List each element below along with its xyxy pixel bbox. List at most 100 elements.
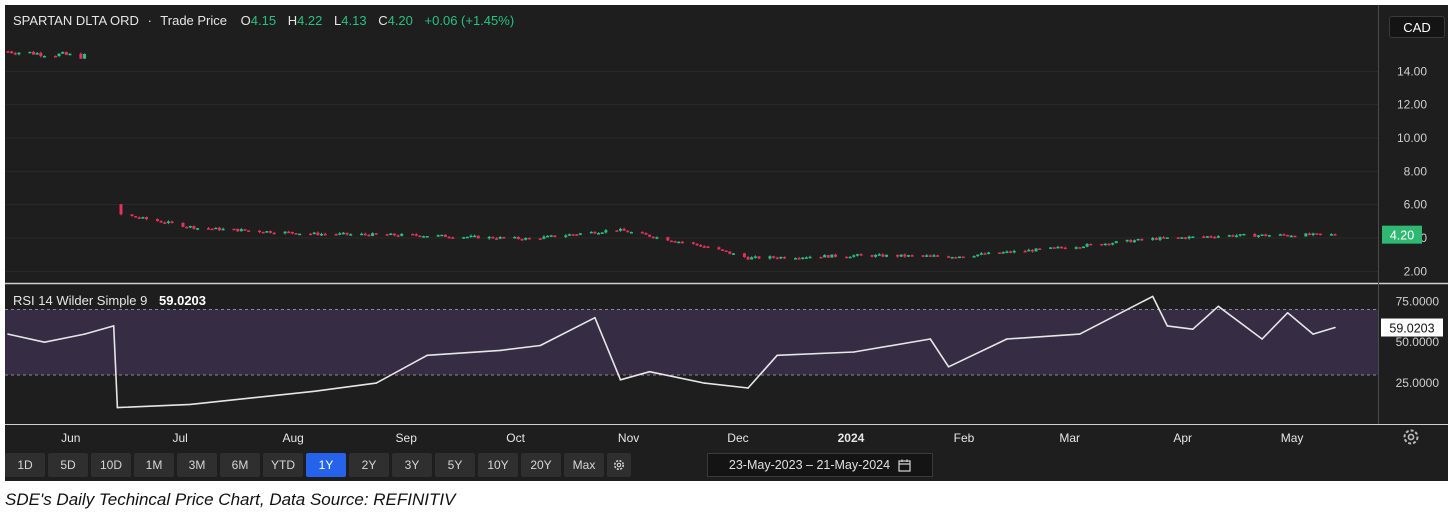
rsi-point-17	[852, 351, 855, 353]
candle-139	[750, 257, 754, 260]
rsi-point-27	[1286, 312, 1289, 314]
date-range-text: 23-May-2023 – 21-May-2024	[728, 458, 891, 472]
range-button-ytd[interactable]: YTD	[263, 453, 303, 477]
candle-14	[79, 53, 83, 59]
candle-159	[852, 255, 856, 257]
candle-171	[910, 255, 914, 257]
candle-160	[855, 254, 859, 256]
candle-43	[261, 231, 265, 234]
close-value: 4.20	[388, 13, 413, 28]
range-button-20y[interactable]: 20Y	[521, 453, 561, 477]
candle-68	[389, 233, 393, 236]
currency-selector[interactable]: CAD	[1389, 16, 1445, 38]
candle-129	[699, 245, 703, 247]
candle-244	[1286, 234, 1290, 237]
candle-184	[979, 253, 983, 255]
candle-144	[775, 257, 779, 260]
candle-211	[1114, 241, 1118, 244]
candle-235	[1238, 234, 1242, 236]
candle-126	[680, 241, 684, 244]
candle-72	[411, 233, 415, 236]
candle-197	[1049, 247, 1053, 249]
price-header: SPARTAN DLTA ORD · Trade Price O4.15 H4.…	[13, 13, 514, 28]
range-settings-gear-icon[interactable]	[607, 453, 631, 477]
range-button-10d[interactable]: 10D	[91, 453, 131, 477]
candle-233	[1231, 235, 1235, 237]
rsi-point-3	[112, 325, 115, 327]
candle-207	[1100, 243, 1104, 246]
candle-161	[859, 254, 863, 256]
range-button-max[interactable]: Max	[564, 453, 604, 477]
range-selector: 1D 5D 10D 1M 3M 6M YTD 1Y 2Y 3Y 5Y 10Y 20Y Max	[5, 453, 631, 477]
candle-132	[717, 247, 721, 250]
candle-179	[954, 257, 958, 259]
candle-209	[1107, 243, 1111, 246]
low-label: L	[334, 13, 341, 28]
candle-109	[597, 233, 601, 235]
candle-198	[1052, 247, 1056, 249]
candle-71	[400, 233, 404, 236]
date-range-picker[interactable]: 23-May-2023 – 21-May-2024	[707, 453, 933, 477]
candle-64	[367, 234, 371, 237]
candle-164	[877, 254, 881, 256]
candle-85	[473, 235, 477, 238]
range-button-5d[interactable]: 5D	[48, 453, 88, 477]
candle-120	[651, 236, 655, 239]
candle-204	[1081, 246, 1085, 249]
candle-172	[921, 255, 925, 257]
candle-53	[312, 232, 316, 235]
candle-32	[207, 228, 211, 230]
range-button-3m[interactable]: 3M	[177, 453, 217, 477]
range-button-1m[interactable]: 1M	[134, 453, 174, 477]
candle-56	[323, 233, 327, 236]
candle-84	[469, 235, 473, 238]
candle-122	[666, 237, 670, 241]
candle-175	[932, 255, 936, 257]
candle-234	[1235, 235, 1239, 238]
candle-125	[677, 241, 681, 244]
candle-152	[819, 256, 823, 259]
settings-gear-icon[interactable]	[1403, 429, 1419, 445]
header-separator: ·	[148, 13, 152, 28]
candle-102	[564, 235, 568, 237]
range-button-1y[interactable]: 1Y	[306, 453, 346, 477]
open-value: 4.15	[251, 13, 276, 28]
candle-174	[928, 255, 932, 257]
candle-62	[360, 233, 364, 236]
range-button-1d[interactable]: 1D	[5, 453, 45, 477]
range-button-2y[interactable]: 2Y	[349, 453, 389, 477]
candle-191	[1012, 250, 1016, 253]
candle-86	[476, 235, 480, 239]
price-last-tag	[1382, 225, 1422, 244]
candle-147	[793, 258, 797, 260]
candle-142	[768, 256, 772, 259]
range-button-3y[interactable]: 3Y	[392, 453, 432, 477]
close-label: C	[378, 13, 387, 28]
candle-22	[155, 219, 159, 222]
candle-55	[320, 233, 324, 236]
candle-186	[987, 252, 991, 255]
candle-238	[1256, 235, 1260, 237]
candle-114	[622, 228, 626, 231]
candle-220	[1162, 237, 1166, 239]
range-button-10y[interactable]: 10Y	[478, 453, 518, 477]
candle-199	[1056, 246, 1060, 249]
range-button-5y[interactable]: 5Y	[435, 453, 475, 477]
candle-20	[141, 217, 145, 219]
candle-146	[783, 256, 787, 259]
candle-37	[232, 228, 236, 231]
rsi-point-20	[1006, 338, 1008, 340]
rsi-point-14	[703, 382, 706, 384]
candle-121	[655, 237, 659, 239]
rsi-point-22	[1151, 295, 1154, 298]
candle-26	[170, 221, 174, 224]
candle-236	[1242, 233, 1246, 236]
candle-75	[422, 236, 426, 238]
candle-206	[1089, 243, 1093, 246]
candle-113	[618, 228, 622, 231]
candle-81	[451, 237, 455, 239]
range-button-6m[interactable]: 6M	[220, 453, 260, 477]
candle-145	[779, 256, 783, 259]
